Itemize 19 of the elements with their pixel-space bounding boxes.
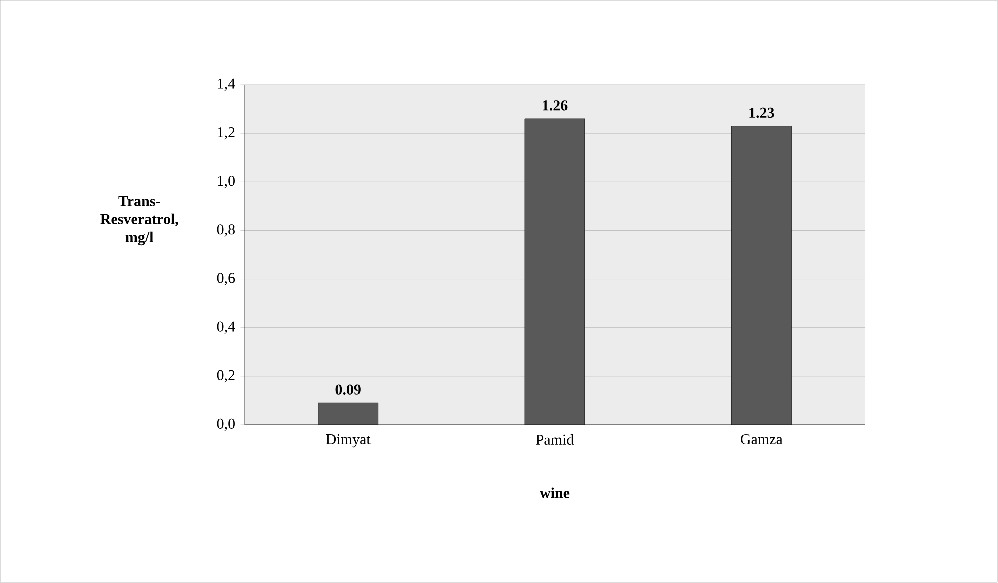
y-axis-title: Trans-Resveratrol, mg/l: [100, 196, 178, 246]
bar: [525, 118, 586, 425]
y-tick-label: 0,4: [217, 322, 236, 334]
y-tick-label: 1,4: [218, 78, 236, 92]
x-tick-label: Pamid: [536, 434, 574, 445]
y-tick-label: 0,0: [217, 418, 235, 432]
x-tick-label: Dimyat: [326, 434, 371, 448]
y-tick-label: 0,6: [217, 273, 236, 286]
x-axis-title: wine: [540, 488, 570, 498]
y-tick-label: 1,2: [218, 127, 235, 140]
y-tick-label: 0,2: [217, 370, 235, 383]
data-label: 1.26: [543, 100, 568, 111]
x-tick-label: Gamza: [741, 434, 783, 445]
y-tick-label: 1,0: [218, 176, 235, 188]
y-tick-label: 0,8: [217, 224, 235, 237]
bar: [318, 403, 378, 425]
data-label: 0.09: [336, 384, 361, 395]
bar: [731, 126, 792, 425]
data-label: 1.23: [750, 108, 774, 118]
